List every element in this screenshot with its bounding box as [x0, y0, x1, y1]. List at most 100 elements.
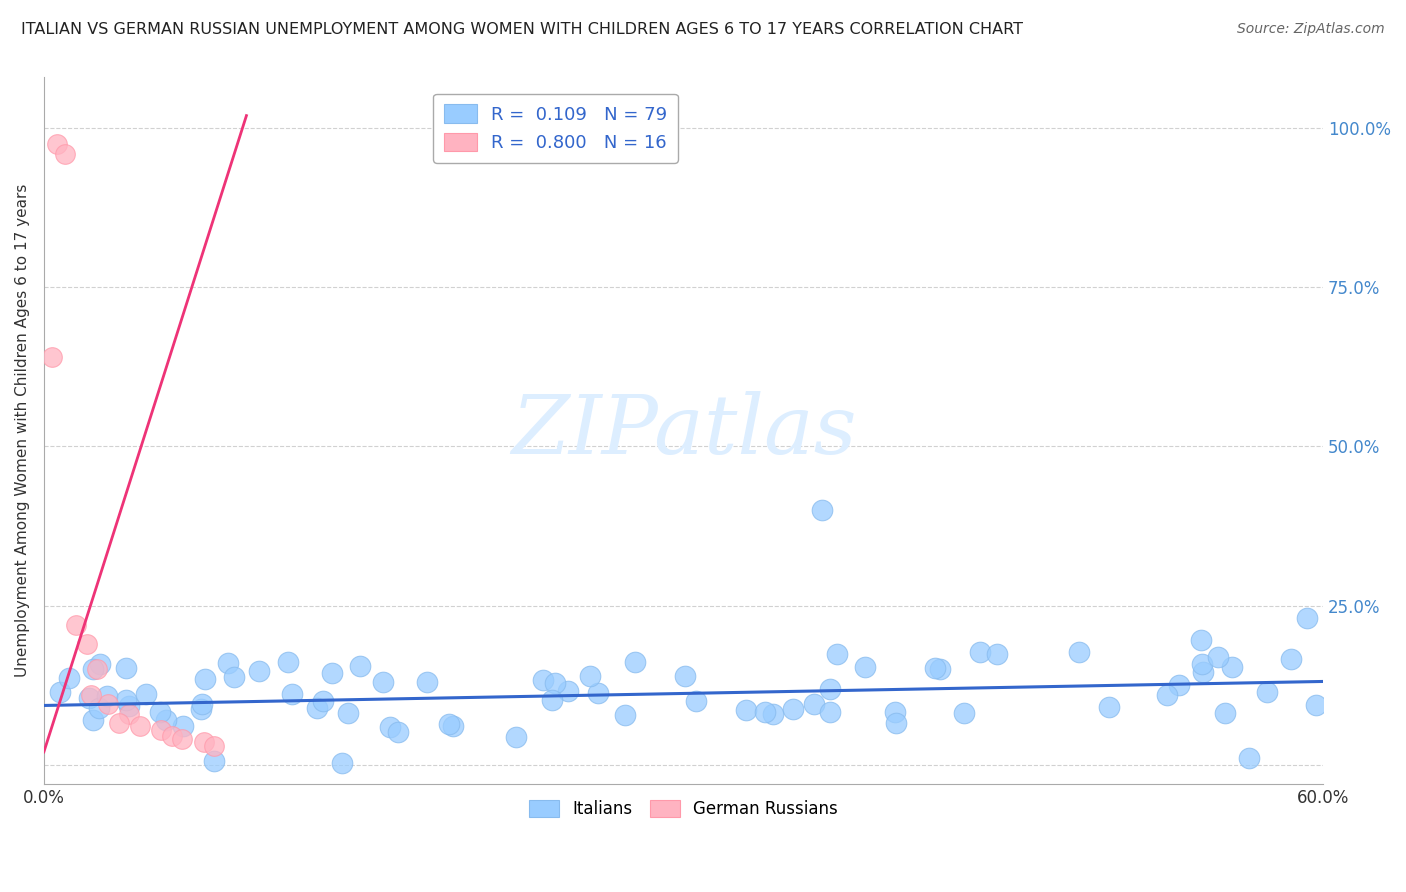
Point	[41, 351, 63, 365]
Legend: Italians, German Russians: Italians, German Russians	[523, 793, 844, 825]
Point	[115, 693, 138, 707]
Point	[204, 739, 226, 753]
Point	[1156, 688, 1178, 702]
Point	[172, 719, 194, 733]
Point	[135, 687, 157, 701]
Point	[1237, 751, 1260, 765]
Point	[321, 665, 343, 680]
Point	[754, 706, 776, 720]
Point	[811, 503, 834, 517]
Point	[190, 701, 212, 715]
Point	[803, 697, 825, 711]
Point	[222, 670, 245, 684]
Point	[613, 707, 636, 722]
Point	[97, 697, 120, 711]
Point	[82, 713, 104, 727]
Point	[1296, 610, 1319, 624]
Point	[883, 706, 905, 720]
Point	[155, 713, 177, 727]
Point	[924, 661, 946, 675]
Point	[952, 706, 974, 720]
Point	[77, 691, 100, 706]
Point	[118, 706, 141, 721]
Point	[928, 662, 950, 676]
Point	[734, 703, 756, 717]
Point	[762, 707, 785, 722]
Point	[128, 719, 150, 733]
Point	[505, 730, 527, 744]
Point	[76, 637, 98, 651]
Point	[437, 716, 460, 731]
Point	[277, 655, 299, 669]
Point	[818, 681, 841, 696]
Point	[1220, 660, 1243, 674]
Point	[118, 699, 141, 714]
Point	[281, 687, 304, 701]
Point	[58, 671, 80, 685]
Point	[107, 716, 129, 731]
Point	[853, 659, 876, 673]
Point	[217, 656, 239, 670]
Point	[332, 756, 354, 771]
Point	[311, 694, 333, 708]
Point	[89, 701, 111, 715]
Point	[82, 662, 104, 676]
Point	[160, 729, 183, 743]
Point	[415, 674, 437, 689]
Point	[80, 688, 103, 702]
Point	[247, 665, 270, 679]
Point	[1256, 685, 1278, 699]
Point	[349, 658, 371, 673]
Point	[818, 705, 841, 719]
Point	[65, 617, 87, 632]
Point	[193, 735, 215, 749]
Point	[782, 702, 804, 716]
Point	[624, 655, 647, 669]
Point	[380, 720, 402, 734]
Point	[827, 648, 849, 662]
Text: ZIPatlas: ZIPatlas	[510, 391, 856, 471]
Point	[387, 725, 409, 739]
Point	[45, 137, 67, 152]
Text: Source: ZipAtlas.com: Source: ZipAtlas.com	[1237, 22, 1385, 37]
Point	[96, 689, 118, 703]
Point	[1213, 706, 1236, 720]
Point	[1167, 677, 1189, 691]
Point	[305, 701, 328, 715]
Point	[204, 755, 226, 769]
Point	[1191, 657, 1213, 672]
Point	[89, 657, 111, 672]
Point	[48, 685, 70, 699]
Point	[579, 669, 602, 683]
Text: ITALIAN VS GERMAN RUSSIAN UNEMPLOYMENT AMONG WOMEN WITH CHILDREN AGES 6 TO 17 YE: ITALIAN VS GERMAN RUSSIAN UNEMPLOYMENT A…	[21, 22, 1024, 37]
Point	[115, 660, 138, 674]
Point	[373, 674, 395, 689]
Point	[86, 662, 108, 676]
Point	[1069, 645, 1091, 659]
Point	[1192, 665, 1215, 679]
Point	[191, 697, 214, 711]
Point	[172, 732, 194, 747]
Point	[969, 645, 991, 659]
Point	[1279, 652, 1302, 666]
Point	[557, 683, 579, 698]
Point	[884, 716, 907, 731]
Point	[1098, 700, 1121, 714]
Point	[150, 723, 173, 737]
Point	[149, 705, 172, 719]
Point	[673, 669, 696, 683]
Point	[336, 706, 359, 721]
Point	[53, 146, 76, 161]
Point	[1206, 649, 1229, 664]
Point	[193, 672, 215, 686]
Point	[685, 693, 707, 707]
Point	[544, 675, 567, 690]
Point	[531, 673, 554, 688]
Point	[586, 686, 609, 700]
Point	[541, 692, 564, 706]
Y-axis label: Unemployment Among Women with Children Ages 6 to 17 years: Unemployment Among Women with Children A…	[15, 184, 30, 677]
Point	[1305, 698, 1327, 713]
Point	[441, 719, 464, 733]
Point	[986, 647, 1008, 661]
Point	[1189, 633, 1212, 648]
